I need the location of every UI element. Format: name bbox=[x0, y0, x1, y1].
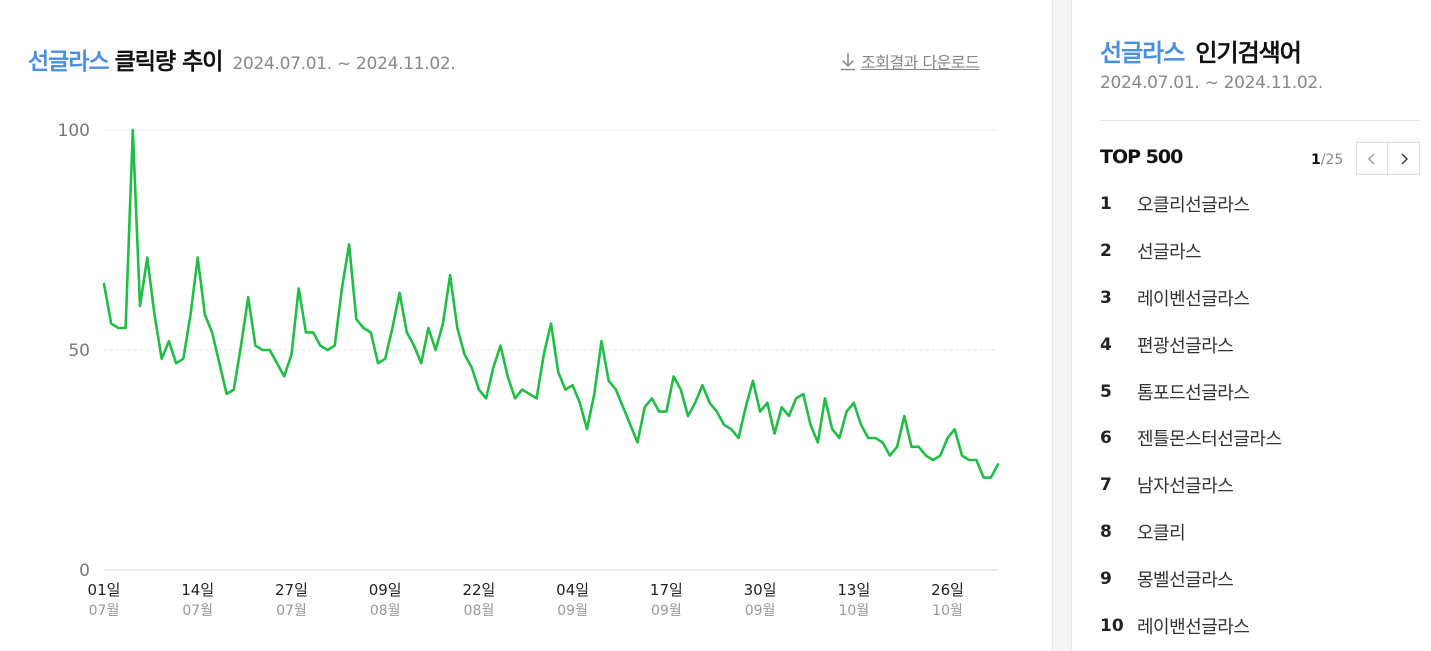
next-page-button[interactable] bbox=[1388, 142, 1420, 175]
x-tick-label-day: 27일 bbox=[275, 581, 308, 599]
x-tick-label-day: 13일 bbox=[837, 581, 870, 599]
x-tick-label-month: 08월 bbox=[370, 603, 401, 619]
x-tick-label-day: 22일 bbox=[462, 581, 495, 599]
x-tick-label-day: 09일 bbox=[369, 581, 402, 599]
rank-number: 4 bbox=[1100, 334, 1112, 355]
x-tick-label-day: 30일 bbox=[744, 581, 777, 599]
ranking-item[interactable]: 3 레이벤선글라스 bbox=[1100, 275, 1282, 322]
x-tick-label-month: 10월 bbox=[932, 603, 963, 619]
click-trend-panel: 선글라스 클릭량 추이 2024.07.01. ~ 2024.11.02. 조회… bbox=[28, 42, 1000, 619]
x-tick-label-month: 10월 bbox=[838, 603, 869, 619]
panel-divider bbox=[1052, 0, 1072, 651]
ranking-item[interactable]: 4 편광선글라스 bbox=[1100, 321, 1282, 368]
ranking-item[interactable]: 2 선글라스 bbox=[1100, 228, 1282, 275]
rank-number: 3 bbox=[1100, 287, 1112, 308]
x-tick-label-day: 26일 bbox=[931, 581, 964, 599]
ranking-item[interactable]: 6 젠틀몬스터선글라스 bbox=[1100, 415, 1282, 462]
y-tick-label: 100 bbox=[58, 121, 90, 141]
prev-page-button[interactable] bbox=[1356, 142, 1388, 175]
download-results-link[interactable]: 조회결과 다운로드 bbox=[839, 49, 980, 73]
rank-keyword: 선글라스 bbox=[1137, 242, 1202, 264]
rank-number: 7 bbox=[1100, 475, 1112, 496]
page-indicator: 1/25 bbox=[1311, 152, 1343, 168]
pager-buttons bbox=[1356, 142, 1420, 175]
y-tick-label: 0 bbox=[79, 561, 90, 581]
popular-keywords-panel: 선글라스 인기검색어 2024.07.01. ~ 2024.11.02. TOP… bbox=[1072, 0, 1431, 651]
rank-keyword: 편광선글라스 bbox=[1137, 335, 1234, 357]
x-tick-label-month: 07월 bbox=[182, 603, 213, 619]
rank-keyword: 몽벨선글라스 bbox=[1137, 569, 1234, 591]
rank-keyword: 오클리 bbox=[1137, 522, 1186, 544]
x-tick-label-month: 09월 bbox=[557, 603, 588, 619]
chart-title: 클릭량 추이 bbox=[114, 49, 224, 75]
x-tick-label-month: 08월 bbox=[464, 603, 495, 619]
sidebar-keyword: 선글라스 bbox=[1100, 39, 1185, 67]
rank-keyword: 오클리선글라스 bbox=[1137, 195, 1250, 217]
chart-period: 2024.07.01. ~ 2024.11.02. bbox=[232, 54, 456, 74]
chart-keyword: 선글라스 bbox=[28, 49, 110, 75]
top-label: TOP 500 bbox=[1100, 146, 1183, 168]
rank-number: 9 bbox=[1100, 568, 1112, 589]
chevron-right-icon bbox=[1401, 153, 1408, 164]
rank-keyword: 레이밴선글라스 bbox=[1137, 616, 1250, 638]
x-tick-label-day: 17일 bbox=[650, 581, 683, 599]
x-tick-label-day: 04일 bbox=[556, 581, 589, 599]
sidebar-separator bbox=[1100, 120, 1420, 121]
rank-keyword: 젠틀몬스터선글라스 bbox=[1137, 429, 1282, 451]
x-tick-label-day: 01일 bbox=[88, 581, 121, 599]
chevron-left-icon bbox=[1368, 153, 1375, 164]
x-tick-label-month: 09월 bbox=[745, 603, 776, 619]
page-current: 1 bbox=[1311, 152, 1321, 168]
rank-number: 2 bbox=[1100, 241, 1112, 262]
sidebar-period: 2024.07.01. ~ 2024.11.02. bbox=[1100, 73, 1324, 93]
rank-number: 1 bbox=[1100, 194, 1112, 215]
ranking-list: 1 오클리선글라스 2 선글라스 3 레이벤선글라스 4 편광선글라스 5 톰포드선글라스… bbox=[1100, 181, 1282, 649]
ranking-item[interactable]: 1 오클리선글라스 bbox=[1100, 181, 1282, 228]
rank-keyword: 레이벤선글라스 bbox=[1137, 288, 1250, 310]
ranking-item[interactable]: 9 몽벨선글라스 bbox=[1100, 555, 1282, 602]
click-trend-line-chart: 0 50 100 01일 07월 14일 07월 27일 07월 09일 08월 22일 08월 04일 0… bbox=[58, 121, 1000, 619]
y-tick-label: 50 bbox=[68, 341, 90, 361]
page-total: /25 bbox=[1320, 152, 1344, 168]
x-tick-label-day: 14일 bbox=[181, 581, 214, 599]
x-tick-label-month: 07월 bbox=[276, 603, 307, 619]
popular-keywords-title: 선글라스 인기검색어 bbox=[1100, 33, 1302, 68]
chart-header: 선글라스 클릭량 추이 2024.07.01. ~ 2024.11.02. bbox=[28, 42, 456, 82]
series-line bbox=[102, 128, 1000, 479]
rank-keyword: 톰포드선글라스 bbox=[1137, 382, 1250, 404]
sidebar-title: 인기검색어 bbox=[1195, 39, 1301, 67]
x-tick-label-month: 07월 bbox=[89, 603, 120, 619]
rank-number: 8 bbox=[1100, 521, 1112, 542]
ranking-item[interactable]: 8 오클리 bbox=[1100, 509, 1282, 556]
rank-number: 6 bbox=[1100, 428, 1112, 449]
ranking-item[interactable]: 5 톰포드선글라스 bbox=[1100, 368, 1282, 415]
x-tick-label-month: 09월 bbox=[651, 603, 682, 619]
download-label: 조회결과 다운로드 bbox=[861, 53, 980, 72]
rank-number: 10 bbox=[1100, 615, 1124, 636]
ranking-item[interactable]: 10 레이밴선글라스 bbox=[1100, 602, 1282, 649]
rank-number: 5 bbox=[1100, 381, 1112, 402]
download-arrow-icon bbox=[841, 53, 855, 71]
ranking-item[interactable]: 7 남자선글라스 bbox=[1100, 462, 1282, 509]
rank-keyword: 남자선글라스 bbox=[1137, 476, 1234, 498]
